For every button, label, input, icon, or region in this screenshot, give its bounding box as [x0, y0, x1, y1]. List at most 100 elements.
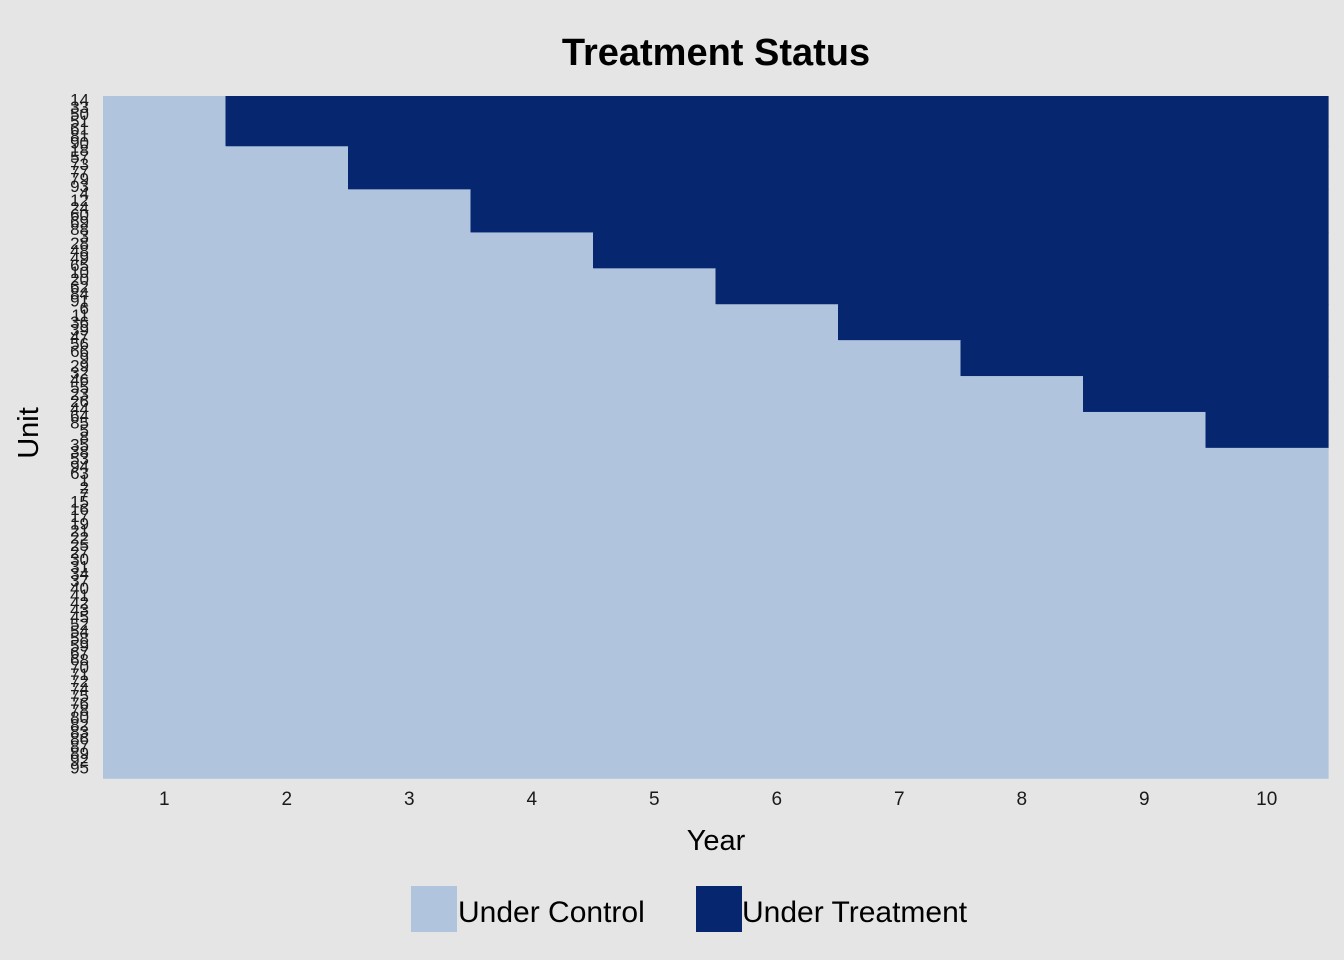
y-tick-label: 45	[70, 608, 89, 627]
heatmap-cell-cohort-4-year-7	[838, 232, 962, 269]
heatmap-cell-cohort-10-year-10	[1205, 447, 1329, 779]
x-tick-label: 5	[649, 789, 660, 810]
y-tick-label: 84	[70, 284, 89, 303]
y-tick-label: 6	[80, 299, 89, 318]
y-tick-label: 61	[70, 119, 89, 138]
heatmap-cell-cohort-8-year-8	[960, 376, 1084, 413]
y-tick-label: 14	[70, 91, 89, 110]
heatmap-cell-cohort-5-year-5	[593, 268, 717, 305]
heatmap-cell-cohort-4-year-2	[225, 232, 349, 269]
heatmap-cell-cohort-8-year-6	[715, 376, 839, 413]
y-tick-label: 89	[70, 744, 89, 763]
heatmap-cell-cohort-3-year-10	[1205, 189, 1329, 234]
heatmap-cell-cohort-8-year-1	[103, 376, 227, 413]
heatmap-cell-cohort-9-year-1	[103, 411, 227, 449]
heatmap-cell-cohort-7-year-1	[103, 340, 227, 377]
y-tick-label: 38	[70, 442, 89, 461]
y-tick-label: 7	[80, 486, 89, 505]
y-tick-label: 68	[70, 651, 89, 670]
heatmap-cell-cohort-9-year-5	[593, 411, 717, 449]
heatmap-cell-cohort-10-year-5	[593, 447, 717, 779]
x-tick-label: 1	[159, 789, 170, 810]
y-tick-label: 52	[70, 615, 89, 634]
heatmap-cell-cohort-5-year-7	[838, 268, 962, 305]
y-tick-label: 54	[70, 622, 89, 641]
y-tick-label: 62	[70, 277, 89, 296]
y-tick-label: 63	[70, 464, 89, 483]
x-axis-tick-labels: 1 2 3 4 5 6 7 8 9 10	[159, 789, 1277, 810]
y-tick-label: 92	[70, 751, 89, 770]
heatmap-cell-cohort-9-year-2	[225, 411, 349, 449]
y-tick-label: 95	[70, 758, 89, 777]
heatmap-cell-cohort-3-year-9	[1083, 189, 1207, 234]
y-tick-label: 17	[70, 507, 89, 526]
y-tick-label: 90	[70, 134, 89, 153]
y-tick-label: 10	[70, 263, 89, 282]
heatmap-cell-cohort-7-year-4	[470, 340, 594, 377]
heatmap-cell-cohort-2-year-7	[838, 146, 962, 190]
heatmap-cell-cohort-3-year-1	[103, 189, 227, 234]
heatmap-cell-cohort-2-year-9	[1083, 146, 1207, 190]
heatmap-cell-cohort-4-year-4	[470, 232, 594, 269]
legend-label-under-treatment: Under Treatment	[742, 896, 968, 929]
y-tick-label: 56	[70, 335, 89, 354]
y-tick-label: 87	[70, 737, 89, 756]
heatmap-cell-cohort-5-year-9	[1083, 268, 1207, 305]
y-tick-label: 93	[70, 177, 89, 196]
heatmap-cell-cohort-6-year-7	[838, 304, 962, 341]
y-tick-label: 11	[71, 306, 89, 325]
heatmap-cell-cohort-6-year-2	[225, 304, 349, 341]
y-tick-label: 85	[70, 414, 89, 433]
y-tick-label: 82	[70, 715, 89, 734]
y-tick-label: 69	[70, 213, 89, 232]
y-tick-label: 36	[70, 313, 89, 332]
heatmap-cell-cohort-9-year-8	[960, 411, 1084, 449]
heatmap-cell-cohort-10-year-3	[348, 447, 472, 779]
heatmap-cell-cohort-8-year-5	[593, 376, 717, 413]
heatmap-cell-cohort-1-year-5	[593, 96, 717, 147]
heatmap-cell-cohort-7-year-10	[1205, 340, 1329, 377]
y-tick-label: 59	[70, 636, 89, 655]
heatmap-cell-cohort-3-year-7	[838, 189, 962, 234]
y-tick-label: 47	[70, 328, 89, 347]
y-tick-label: 30	[70, 550, 89, 569]
y-tick-label: 46	[70, 371, 89, 390]
y-tick-label: 72	[70, 672, 89, 691]
y-tick-label: 58	[70, 629, 89, 648]
heatmap-cell-cohort-9-year-6	[715, 411, 839, 449]
y-tick-label: 64	[70, 407, 89, 426]
y-tick-label: 41	[70, 586, 89, 605]
y-tick-label: 66	[70, 342, 89, 361]
y-tick-label: 51	[70, 112, 89, 131]
y-tick-label: 71	[70, 665, 89, 684]
heatmap-cell-cohort-1-year-7	[838, 96, 962, 147]
y-tick-label: 24	[70, 198, 89, 217]
y-tick-label: 88	[70, 220, 89, 239]
heatmap-cell-cohort-5-year-8	[960, 268, 1084, 305]
y-tick-label: 15	[70, 493, 89, 512]
y-tick-label: 32	[70, 363, 89, 382]
heatmap-cell-cohort-8-year-10	[1205, 376, 1329, 413]
heatmap-cell-cohort-4-year-5	[593, 232, 717, 269]
heatmap-cell-cohort-4-year-10	[1205, 232, 1329, 269]
heatmap-cell-cohort-1-year-10	[1205, 96, 1329, 147]
y-tick-label: 9	[80, 349, 89, 368]
heatmap-cell-cohort-7-year-2	[225, 340, 349, 377]
y-tick-label: 19	[70, 514, 89, 533]
x-tick-label: 2	[281, 789, 292, 810]
x-tick-label: 3	[404, 789, 415, 810]
heatmap-cell-cohort-4-year-3	[348, 232, 472, 269]
heatmap-cell-cohort-3-year-8	[960, 189, 1084, 234]
y-axis-title: Unit	[13, 407, 45, 459]
y-tick-label: 50	[70, 105, 89, 124]
heatmap-cell-cohort-6-year-10	[1205, 304, 1329, 341]
x-tick-label: 8	[1016, 789, 1027, 810]
y-tick-label: 28	[70, 234, 89, 253]
y-tick-label: 16	[70, 500, 89, 519]
y-tick-label: 37	[70, 572, 89, 591]
heatmap-cell-cohort-10-year-4	[470, 447, 594, 779]
heatmap-cell-cohort-9-year-4	[470, 411, 594, 449]
y-tick-label: 55	[70, 378, 89, 397]
heatmap-cell-cohort-2-year-8	[960, 146, 1084, 190]
